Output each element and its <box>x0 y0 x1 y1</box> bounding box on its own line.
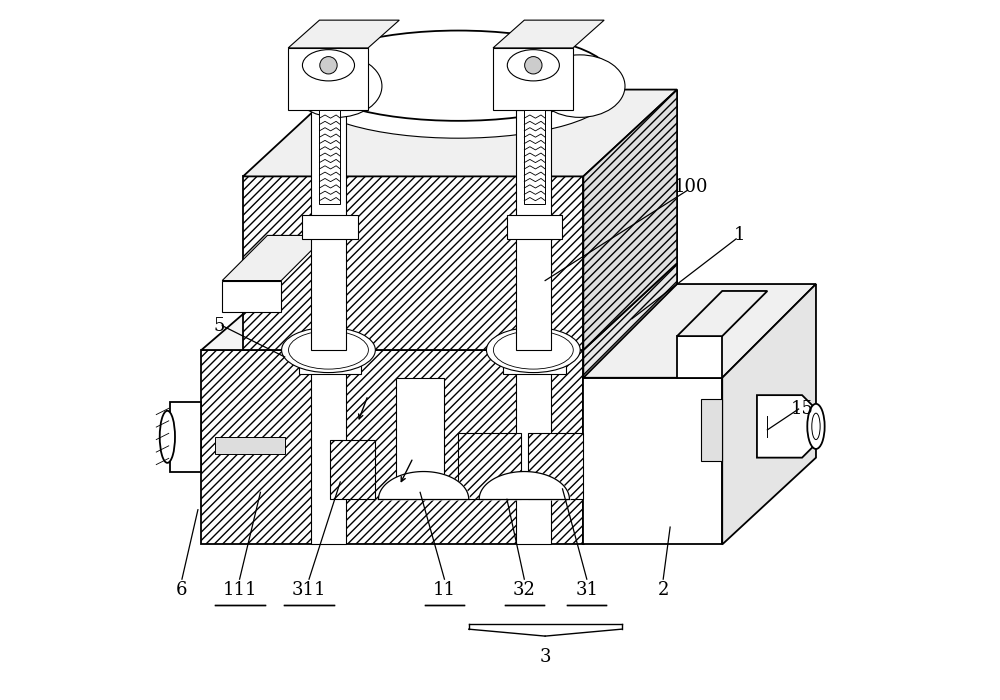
Polygon shape <box>516 111 551 350</box>
Polygon shape <box>170 402 201 472</box>
Text: 100: 100 <box>674 178 708 196</box>
Polygon shape <box>528 433 583 499</box>
Ellipse shape <box>812 413 820 440</box>
Text: 11: 11 <box>433 580 456 598</box>
Polygon shape <box>330 440 375 499</box>
Text: 1: 1 <box>734 226 745 244</box>
Polygon shape <box>757 395 816 458</box>
Ellipse shape <box>306 31 611 121</box>
Ellipse shape <box>486 328 580 372</box>
Text: 32: 32 <box>513 580 536 598</box>
Polygon shape <box>722 284 816 545</box>
Polygon shape <box>583 263 677 545</box>
Ellipse shape <box>525 57 542 74</box>
Ellipse shape <box>160 411 175 463</box>
Polygon shape <box>524 111 545 204</box>
Polygon shape <box>583 90 677 350</box>
Ellipse shape <box>320 57 337 74</box>
Ellipse shape <box>289 331 368 369</box>
Polygon shape <box>396 378 444 499</box>
Text: 2: 2 <box>658 580 669 598</box>
Ellipse shape <box>302 50 355 81</box>
Polygon shape <box>503 350 566 374</box>
Ellipse shape <box>306 48 611 138</box>
Polygon shape <box>677 336 722 378</box>
Polygon shape <box>311 350 346 545</box>
Polygon shape <box>306 76 611 93</box>
Ellipse shape <box>807 404 825 449</box>
Polygon shape <box>222 235 326 281</box>
Polygon shape <box>201 350 583 545</box>
Polygon shape <box>288 48 368 111</box>
Ellipse shape <box>493 331 573 369</box>
Text: 31: 31 <box>575 580 598 598</box>
Polygon shape <box>493 20 604 48</box>
Polygon shape <box>701 398 722 461</box>
Text: 6: 6 <box>176 580 188 598</box>
Polygon shape <box>677 291 767 336</box>
Polygon shape <box>243 90 677 176</box>
Polygon shape <box>583 284 816 378</box>
Polygon shape <box>243 176 583 350</box>
Polygon shape <box>288 20 399 48</box>
Polygon shape <box>201 263 677 350</box>
Polygon shape <box>493 48 573 111</box>
Polygon shape <box>302 215 358 239</box>
Polygon shape <box>215 437 285 454</box>
Polygon shape <box>507 215 562 239</box>
Text: 15: 15 <box>791 400 814 418</box>
Ellipse shape <box>292 55 382 118</box>
Text: 5: 5 <box>213 316 224 335</box>
Ellipse shape <box>535 55 625 118</box>
Ellipse shape <box>507 50 559 81</box>
Polygon shape <box>583 378 722 545</box>
Polygon shape <box>458 433 521 499</box>
Polygon shape <box>516 350 551 545</box>
Polygon shape <box>311 111 346 350</box>
Text: 311: 311 <box>292 580 326 598</box>
Text: 3: 3 <box>539 648 551 666</box>
Text: 111: 111 <box>222 580 257 598</box>
Polygon shape <box>222 281 281 312</box>
Ellipse shape <box>282 328 375 372</box>
Polygon shape <box>319 111 340 204</box>
Polygon shape <box>299 350 361 374</box>
